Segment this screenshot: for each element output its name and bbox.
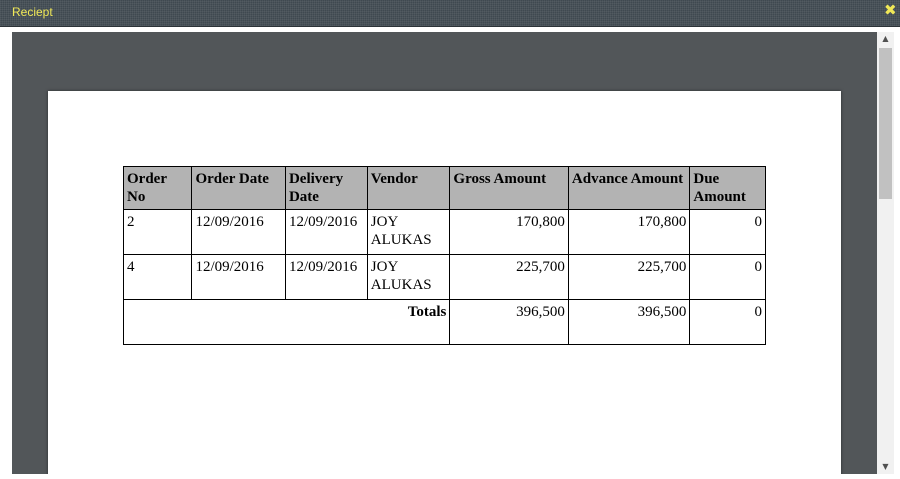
arrow-up-icon[interactable]: ▲ xyxy=(882,34,889,43)
cell-vendor: JOY ALUKAS xyxy=(366,254,451,300)
cell-delivery-date: 12/09/2016 xyxy=(284,254,368,300)
scrollbar-thumb[interactable] xyxy=(879,48,892,199)
arrow-down-icon[interactable]: ▼ xyxy=(882,462,889,471)
table-header-row: Order No Order Date Delivery Date Vendor… xyxy=(122,166,766,210)
receipt-table: Order No Order Date Delivery Date Vendor… xyxy=(122,166,766,345)
receipt-page: Order No Order Date Delivery Date Vendor… xyxy=(48,91,841,474)
header-order-date: Order Date xyxy=(191,166,286,210)
cell-due-amount: 0 xyxy=(689,254,766,300)
cell-due-amount: 0 xyxy=(689,209,766,255)
totals-label: Totals xyxy=(122,299,451,345)
header-delivery-date: Delivery Date xyxy=(284,166,368,210)
dialog-title: Reciept xyxy=(12,5,53,19)
totals-row: Totals 396,500 396,500 0 xyxy=(122,299,766,345)
cell-gross-amount: 225,700 xyxy=(449,254,569,300)
cell-advance-amount: 170,800 xyxy=(567,209,691,255)
cell-order-date: 12/09/2016 xyxy=(191,254,286,300)
cell-vendor: JOY ALUKAS xyxy=(366,209,451,255)
cell-order-no: 2 xyxy=(122,209,193,255)
header-order-no: Order No xyxy=(122,166,193,210)
total-gross-amount: 396,500 xyxy=(449,299,569,345)
dialog-title-bar: Reciept ✖ xyxy=(0,0,900,27)
cell-advance-amount: 225,700 xyxy=(567,254,691,300)
table-row: 2 12/09/2016 12/09/2016 JOY ALUKAS 170,8… xyxy=(122,209,766,255)
document-viewer[interactable]: Order No Order Date Delivery Date Vendor… xyxy=(12,32,877,474)
close-icon[interactable]: ✖ xyxy=(884,1,897,19)
cell-order-no: 4 xyxy=(122,254,193,300)
dialog-body: Order No Order Date Delivery Date Vendor… xyxy=(0,27,900,479)
header-due-amount: Due Amount xyxy=(689,166,766,210)
table-row: 4 12/09/2016 12/09/2016 JOY ALUKAS 225,7… xyxy=(122,254,766,300)
vertical-scrollbar[interactable]: ▲ ▼ xyxy=(877,32,894,474)
cell-gross-amount: 170,800 xyxy=(449,209,569,255)
total-due-amount: 0 xyxy=(689,299,766,345)
cell-order-date: 12/09/2016 xyxy=(191,209,286,255)
total-advance-amount: 396,500 xyxy=(567,299,691,345)
header-gross-amount: Gross Amount xyxy=(449,166,569,210)
header-vendor: Vendor xyxy=(366,166,451,210)
cell-delivery-date: 12/09/2016 xyxy=(284,209,368,255)
header-advance-amount: Advance Amount xyxy=(567,166,691,210)
